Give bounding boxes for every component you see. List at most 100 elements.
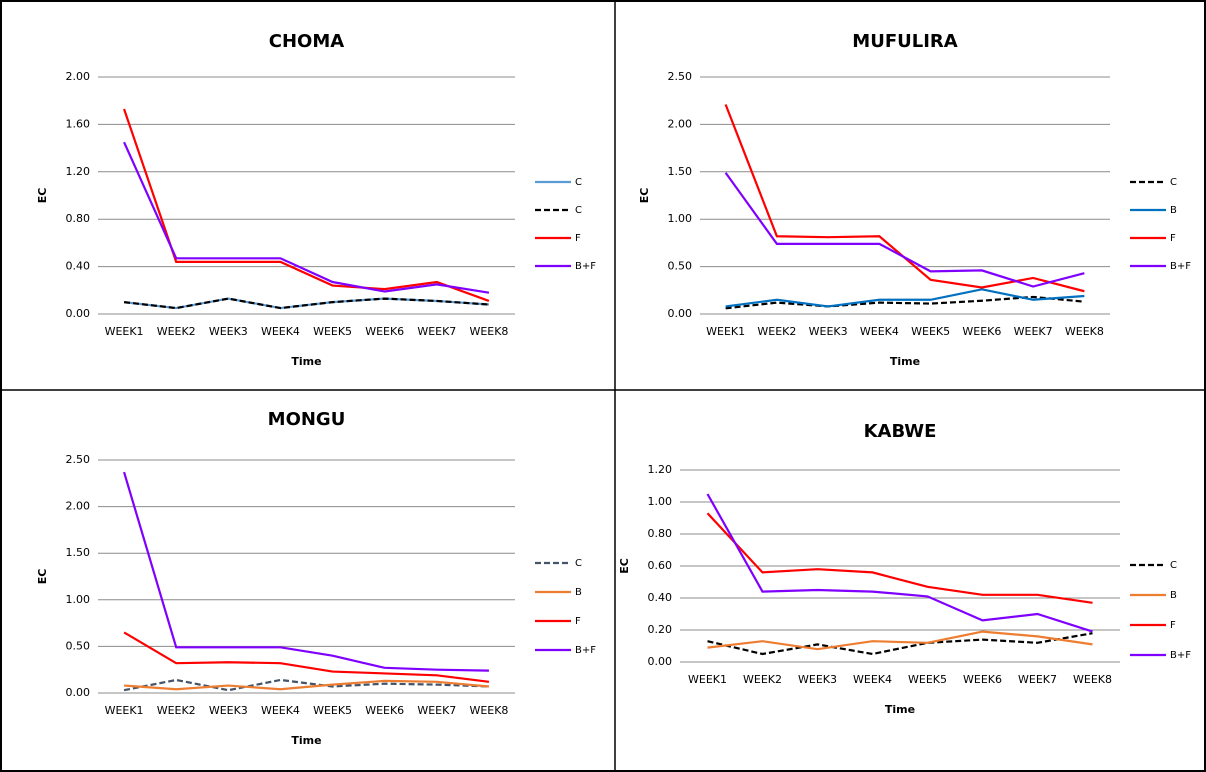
legend-label: C <box>1170 560 1177 571</box>
legend-label: C <box>575 177 582 188</box>
x-tick-label: WEEK5 <box>911 325 950 338</box>
x-tick-label: WEEK8 <box>1073 673 1112 686</box>
y-tick-label: 2.50 <box>668 70 693 83</box>
y-tick-label: 0.00 <box>648 655 673 668</box>
x-tick-label: WEEK6 <box>365 704 404 717</box>
line-series <box>123 471 489 672</box>
legend-label: C <box>575 558 582 569</box>
legend-label: C <box>575 205 582 216</box>
line-series <box>123 108 490 302</box>
y-tick-label: 2.00 <box>668 117 693 130</box>
y-tick-label: 2.50 <box>66 453 91 466</box>
y-tick-label: 0.40 <box>648 591 673 604</box>
y-axis-label: EC <box>36 569 49 585</box>
legend-label: B <box>575 587 582 598</box>
legend-label: F <box>575 233 581 244</box>
x-axis-label: Time <box>291 355 321 368</box>
x-tick-label: WEEK6 <box>365 325 404 338</box>
x-tick-label: WEEK5 <box>908 673 947 686</box>
chart-title: CHOMA <box>269 31 344 52</box>
y-tick-label: 1.20 <box>648 463 673 476</box>
line-series <box>123 678 489 692</box>
x-tick-label: WEEK3 <box>209 325 248 338</box>
line-series <box>707 630 1093 651</box>
line-series <box>123 679 490 691</box>
y-tick-label: 1.20 <box>66 165 91 178</box>
x-tick-label: WEEK5 <box>313 325 352 338</box>
y-tick-label: 1.60 <box>66 117 91 130</box>
x-axis-label: Time <box>885 703 915 716</box>
x-tick-label: WEEK4 <box>853 673 892 686</box>
legend-label: C <box>1170 177 1177 188</box>
y-tick-label: 0.40 <box>66 260 91 273</box>
x-tick-label: WEEK1 <box>105 704 144 717</box>
line-series <box>707 632 1093 656</box>
y-tick-label: 0.50 <box>668 260 693 273</box>
chart-title: MONGU <box>268 409 346 430</box>
x-tick-label: WEEK4 <box>860 325 899 338</box>
line-series <box>724 104 1085 293</box>
chart-panel: MONGU 0.00 0.50 1.00 1.50 2.00 2.50 WEEK1 WEEK2 W… <box>36 409 596 747</box>
x-tick-label: WEEK3 <box>798 673 837 686</box>
chart-panel: KABWE 0.00 0.20 0.40 0.60 0.80 1.00 1.20 WEEK1 WE… <box>618 421 1191 716</box>
legend-label: F <box>575 616 581 627</box>
x-axis-label: Time <box>890 355 920 368</box>
x-tick-label: WEEK2 <box>743 673 782 686</box>
legend-label: B+F <box>575 645 596 656</box>
x-tick-label: WEEK1 <box>105 325 144 338</box>
legend-label: B <box>1170 205 1177 216</box>
legend-label: B+F <box>1170 650 1191 661</box>
legend-label: F <box>1170 233 1176 244</box>
x-tick-label: WEEK1 <box>688 673 727 686</box>
y-tick-label: 0.80 <box>66 212 91 225</box>
y-tick-label: 0.60 <box>648 559 673 572</box>
line-series <box>123 141 490 294</box>
chart-panel: CHOMA 0.00 0.40 0.80 1.20 1.60 2.00 WEEK1 WEEK2 W… <box>36 31 596 368</box>
x-tick-label: WEEK8 <box>469 704 508 717</box>
y-tick-label: 2.00 <box>66 70 91 83</box>
y-axis-label: EC <box>36 188 49 204</box>
x-axis-label: Time <box>291 734 321 747</box>
y-tick-label: 1.50 <box>66 546 91 559</box>
chart-panel: MUFULIRA 0.00 0.50 1.00 1.50 2.00 2.50 WEEK1 WEE… <box>638 31 1191 368</box>
x-tick-label: WEEK7 <box>1014 325 1053 338</box>
y-tick-label: 0.20 <box>648 623 673 636</box>
y-axis-label: EC <box>638 188 651 204</box>
line-series <box>123 297 490 310</box>
chart-title: KABWE <box>864 421 937 442</box>
x-tick-label: WEEK3 <box>209 704 248 717</box>
y-tick-label: 1.00 <box>66 593 91 606</box>
x-tick-label: WEEK7 <box>1018 673 1057 686</box>
x-tick-label: WEEK5 <box>313 704 352 717</box>
x-tick-label: WEEK6 <box>963 673 1002 686</box>
x-tick-label: WEEK2 <box>757 325 796 338</box>
line-series <box>725 288 1085 308</box>
x-tick-label: WEEK2 <box>157 325 196 338</box>
chart-title: MUFULIRA <box>852 31 957 52</box>
y-tick-label: 0.00 <box>668 307 693 320</box>
x-tick-label: WEEK3 <box>809 325 848 338</box>
x-tick-label: WEEK2 <box>157 704 196 717</box>
x-tick-label: WEEK4 <box>261 325 300 338</box>
line-series <box>123 631 490 683</box>
x-tick-label: WEEK7 <box>417 325 456 338</box>
line-series <box>706 512 1093 604</box>
x-tick-label: WEEK7 <box>417 704 456 717</box>
y-tick-label: 1.50 <box>668 165 693 178</box>
y-tick-label: 1.00 <box>648 495 673 508</box>
x-tick-label: WEEK1 <box>706 325 745 338</box>
legend-label: B+F <box>1170 261 1191 272</box>
x-tick-label: WEEK6 <box>962 325 1001 338</box>
legend-label: F <box>1170 620 1176 631</box>
y-axis-label: EC <box>618 558 631 574</box>
y-tick-label: 0.80 <box>648 527 673 540</box>
y-tick-label: 0.00 <box>66 686 91 699</box>
line-series <box>724 172 1085 288</box>
legend-label: B <box>1170 590 1177 601</box>
line-series <box>706 493 1093 633</box>
x-tick-label: WEEK8 <box>469 325 508 338</box>
y-tick-label: 0.50 <box>66 639 91 652</box>
legend-label: B+F <box>575 261 596 272</box>
